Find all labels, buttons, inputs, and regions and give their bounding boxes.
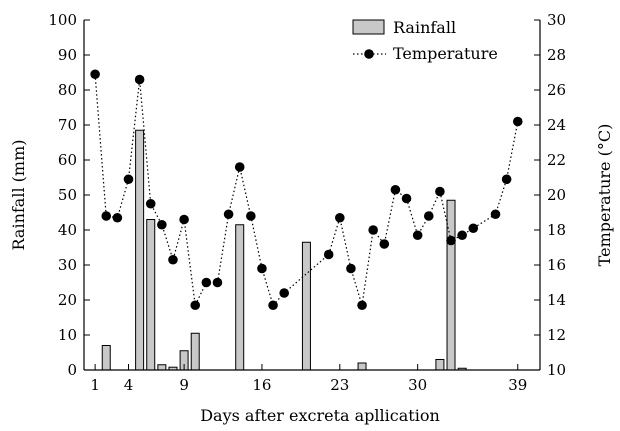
y-tick-label-left: 80: [58, 81, 77, 99]
y-tick-label-right: 20: [547, 186, 566, 204]
rainfall-bars: [101, 129, 467, 371]
legend-rainfall-swatch: [352, 19, 385, 35]
y-tick-label-right: 24: [547, 116, 566, 134]
rainfall-bar: [446, 199, 456, 371]
y-tick-label-right: 22: [547, 151, 566, 169]
temperature-point: [268, 300, 278, 311]
temperature-point: [90, 69, 100, 80]
y-tick-label-left: 20: [58, 291, 77, 309]
temperature-point: [346, 263, 356, 274]
temperature-point: [435, 186, 445, 197]
legend-temperature-label: Temperature: [393, 44, 498, 63]
y-tick-label-right: 30: [547, 11, 566, 29]
temperature-point: [157, 219, 167, 230]
y-tick-label-right: 10: [547, 361, 566, 379]
y-tick-label-right: 12: [547, 326, 566, 344]
temperature-point: [423, 211, 434, 221]
legend-rainfall-label: Rainfall: [393, 18, 456, 37]
rainfall-bar: [435, 359, 445, 371]
y-axis-title-left: Rainfall (mm): [9, 140, 28, 251]
temperature-point: [501, 174, 512, 185]
rainfall-bar: [357, 362, 367, 371]
temperature-series: [90, 69, 523, 311]
y-tick-label-left: 50: [58, 186, 77, 204]
y-tick-label-right: 26: [547, 81, 566, 99]
temperature-point: [234, 162, 245, 172]
rainfall-bar: [101, 345, 111, 371]
temperature-point: [412, 230, 423, 241]
rainfall-bar: [157, 364, 167, 371]
temperature-point: [145, 198, 156, 209]
temperature-point: [168, 254, 178, 265]
temperature-point: [368, 225, 378, 235]
y-tick-label-left: 90: [58, 46, 77, 64]
temperature-point: [212, 277, 223, 288]
temperature-point: [357, 300, 367, 311]
x-tick-label: 4: [124, 376, 134, 394]
temperature-point: [457, 230, 467, 241]
temperature-point: [390, 184, 401, 195]
x-tick-label: 16: [252, 376, 271, 394]
x-axis-title: Days after excreta apllication: [200, 406, 440, 425]
y-tick-label-left: 30: [58, 256, 77, 274]
y-tick-label-left: 40: [58, 221, 77, 239]
temperature-point: [468, 223, 479, 234]
temperature-point: [323, 249, 334, 260]
x-tick-label: 9: [179, 376, 189, 394]
legend: Rainfall Temperature: [352, 18, 498, 63]
x-tick-label: 39: [508, 376, 527, 394]
y-tick-label-left: 10: [58, 326, 77, 344]
rainfall-bar: [235, 224, 245, 371]
temperature-point: [490, 209, 501, 220]
rainfall-bar: [135, 129, 145, 371]
temperature-point: [246, 211, 256, 221]
tick-labels: 0102030405060708090100101214161820222426…: [48, 11, 566, 394]
temperature-point: [179, 214, 189, 225]
y-tick-label-left: 0: [67, 361, 77, 379]
y-tick-label-right: 16: [547, 256, 566, 274]
y-tick-label-right: 14: [547, 291, 566, 309]
temperature-point: [446, 235, 456, 246]
rainfall-bar: [301, 241, 311, 371]
rainfall-bar: [146, 219, 156, 371]
temperature-point: [401, 193, 412, 204]
y-tick-label-right: 28: [547, 46, 566, 64]
temperature-point: [335, 212, 345, 223]
temperature-point: [101, 211, 112, 221]
temperature-point: [201, 277, 212, 288]
temperature-point: [223, 209, 234, 220]
y-tick-label-right: 18: [547, 221, 566, 239]
temperature-point: [112, 212, 123, 223]
y-tick-label-left: 100: [48, 11, 77, 29]
x-tick-label: 23: [330, 376, 349, 394]
axes: [83, 19, 541, 371]
temperature-point: [134, 74, 145, 85]
x-tick-label: 30: [408, 376, 427, 394]
rainfall-bar: [190, 332, 200, 371]
y-tick-label-left: 70: [58, 116, 77, 134]
legend-temperature-marker: [364, 49, 374, 59]
temperature-point: [123, 174, 134, 185]
y-tick-label-left: 60: [58, 151, 77, 169]
temperature-point: [279, 288, 289, 298]
temperature-point: [512, 116, 523, 127]
y-axis-title-right: Temperature (°C): [595, 124, 614, 267]
temperature-point: [379, 239, 390, 249]
x-tick-label: 1: [90, 376, 100, 394]
temperature-point: [190, 300, 201, 311]
temperature-point: [257, 263, 267, 274]
